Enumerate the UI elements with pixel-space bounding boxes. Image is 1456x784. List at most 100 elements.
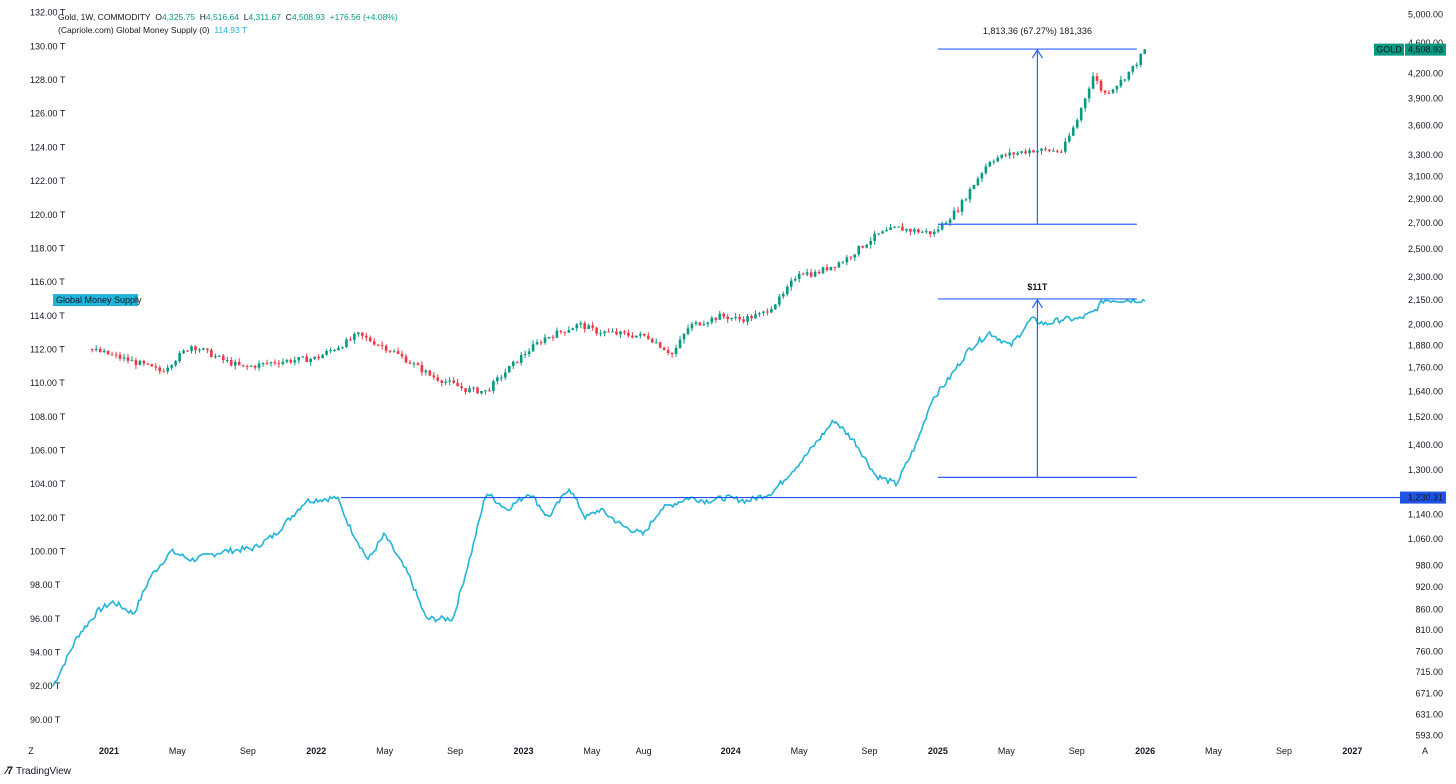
time-axis-month-label: May [1205,746,1223,756]
indicator-legend-row[interactable]: (Capriole.com) Global Money Supply (0) 1… [58,24,398,37]
gold-candle [881,230,884,234]
gold-candle-body [627,332,630,336]
gold-candle-body [496,377,499,382]
right-axis-tick-label: 760.00 [1415,647,1443,657]
left-axis-tick-label: 126.00 T [30,109,66,119]
gold-candle-body [126,357,130,361]
gold-candle [134,357,138,370]
left-axis-tick-label: 122.00 T [30,176,66,186]
gold-candle [1123,78,1127,83]
gold-candle [698,321,702,326]
gold-candle [893,225,896,229]
gold-candle-body [1032,150,1035,153]
gold-candle-body [372,341,376,345]
gold-candle [643,333,646,337]
gold-candle [404,353,408,364]
gold-candle-body [857,245,861,255]
right-axis-tick-label: 2,300.00 [1408,272,1443,282]
gold-candle-body [277,363,281,365]
gold-candle-body [635,335,638,338]
gold-candle-body [436,377,440,381]
gold-candle [94,345,98,352]
gold-candle-body [551,337,555,339]
time-axis[interactable]: 2021 May Sep 2022 May Sep 2023 May Aug 2024 May Sep… [28,746,1428,756]
gold-candle [496,375,499,385]
open-value: 4,325.75 [161,12,196,22]
gold-candle-body [492,381,495,391]
gold-candle-body [444,381,448,383]
left-axis[interactable]: 132.00 T 130.00 T 128.00 T 126.00 T 124.00 T… [30,8,66,725]
gold-candle-body [130,360,134,362]
gold-candle-body [789,280,793,287]
gold-candle-body [333,350,336,352]
gold-candle [936,225,940,234]
gold-candle-body [555,330,559,338]
gold-candle [122,353,126,362]
gold-price-tag[interactable]: GOLD 4,508.93 [1374,43,1446,56]
gold-candle [281,358,285,366]
open-label: O [155,12,162,22]
gold-candle-body [881,231,884,234]
tradingview-logo[interactable]: ⁄7 TradingView [6,765,71,777]
gold-candle-body [893,226,896,228]
gold-candle-body [138,360,142,366]
gold-candle-body [559,330,563,332]
gms-indicator-label[interactable]: Global Money Supply [53,294,142,307]
gold-candle-body [380,344,384,346]
gold-candle-body [1091,76,1095,89]
right-axis-tick-label: 2,900.00 [1408,194,1443,204]
gold-candle [102,348,106,354]
gold-candle [412,361,416,368]
gold-candle-body [229,360,233,366]
gold-candle-body [118,354,122,359]
gold-candle [917,228,920,234]
gold-candle-body [249,365,253,367]
gold-candle [210,348,213,358]
gold-candle-body [452,380,455,383]
right-axis-tick-label: 3,900.00 [1408,94,1443,104]
gold-candle [277,360,281,368]
gms-indicator-label-text: Global Money Supply [56,295,142,305]
time-axis-year-label: 2026 [1135,746,1155,756]
gold-candle [436,374,440,383]
gold-candle-body [774,304,777,310]
gold-candle-body [885,230,888,232]
gold-candle-body [599,333,602,335]
gold-candle [853,254,857,262]
gold-candle-body [309,358,312,362]
gold-candle-body [464,388,467,393]
symbol-legend-row[interactable]: Gold, 1W, COMMODITY O4,325.75 H4,516.64 … [58,11,398,24]
gold-candle [428,369,432,377]
right-axis[interactable]: 5,000.00 4,600.00 4,200.00 3,900.00 3,600.00… [1374,10,1446,741]
gold-candle [821,266,825,275]
gold-price-range-measure[interactable]: 1,813.36 (67.27%) 181,336 [937,26,1137,225]
gold-candle-body [611,331,614,333]
left-axis-tick-label: 132.00 T [30,8,66,18]
low-value: 4,311.67 [248,12,281,22]
gms-range-measure[interactable]: $11T [937,282,1137,478]
gold-candle-body [575,324,579,329]
gold-candle-body [1135,64,1139,66]
auto-scale-button: A [1422,746,1428,756]
gold-candle-body [658,342,662,348]
gold-candle-body [543,337,547,343]
gold-candle [897,226,900,228]
gold-candle-body [821,267,825,274]
time-axis-year-label: 2025 [928,746,948,756]
gold-candle [746,313,749,326]
gold-candle-body [869,240,872,245]
gold-candle-body [877,233,880,235]
time-axis-year-label: 2027 [1342,746,1362,756]
gold-candle-body [416,363,420,366]
gold-candle-body [976,178,980,186]
gold-candle [1044,146,1047,152]
gold-candle-body [325,351,328,355]
gold-candle [170,364,173,371]
left-axis-tick-label: 108.00 T [30,412,66,422]
gold-candle [813,269,817,278]
gold-candle-body [1000,154,1004,158]
gold-price-tag-symbol-box [1374,43,1404,56]
gold-candle-body [198,349,201,351]
gold-candle [976,176,980,187]
